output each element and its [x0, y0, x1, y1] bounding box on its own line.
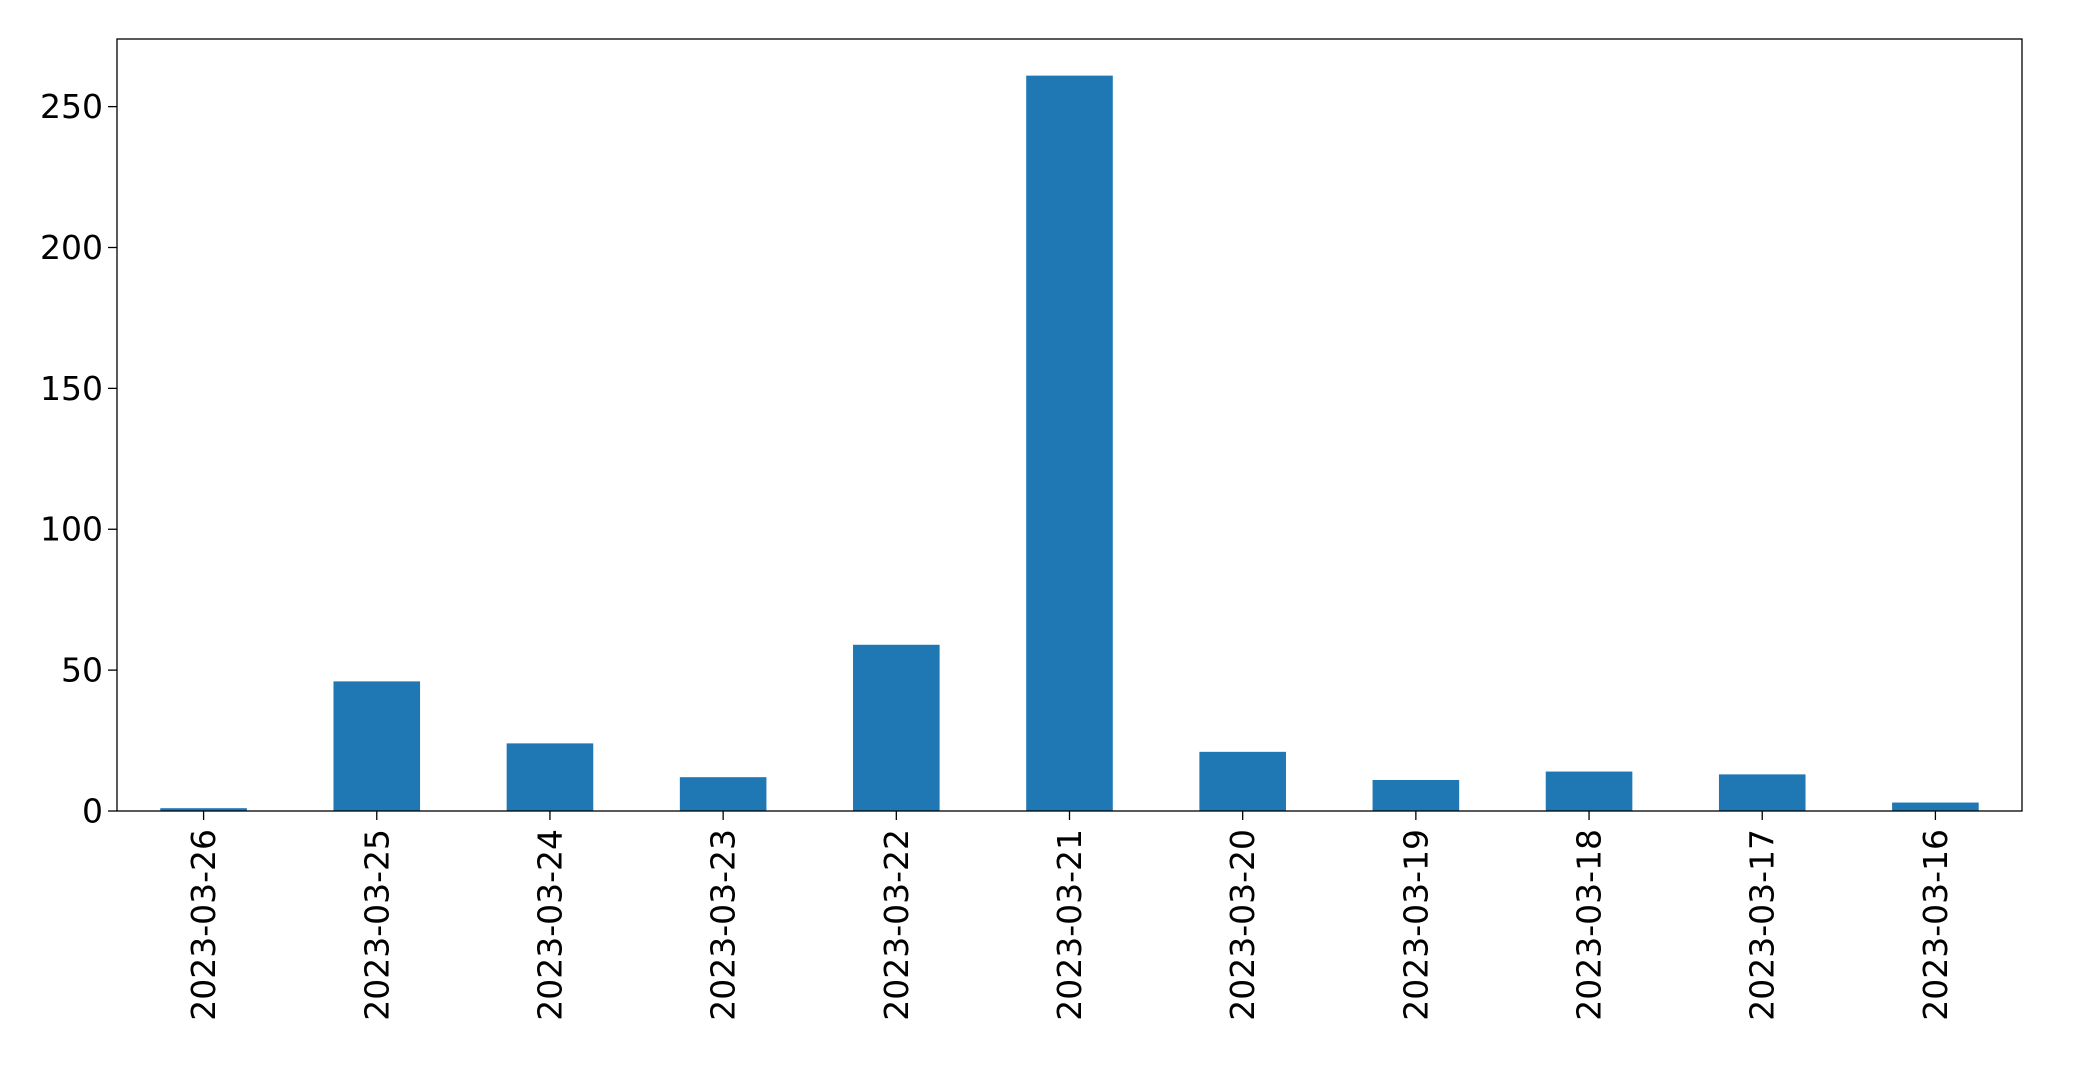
y-tick-label: 200 — [40, 228, 103, 267]
bar-2023-03-21 — [1026, 75, 1113, 811]
x-tick-label: 2023-03-20 — [1223, 829, 1262, 1021]
bar-2023-03-19 — [1372, 780, 1460, 811]
x-tick-label: 2023-03-19 — [1396, 829, 1435, 1021]
x-tick-label: 2023-03-18 — [1570, 829, 1609, 1021]
bar-2023-03-16 — [1892, 802, 1979, 811]
bar-2023-03-25 — [333, 681, 421, 811]
y-tick-label: 100 — [40, 510, 103, 549]
bar-2023-03-26 — [160, 808, 247, 811]
y-axis: 0 50 100 150 200 250 — [40, 87, 117, 831]
x-tick-label: 2023-03-22 — [877, 829, 916, 1021]
bar-2023-03-23 — [679, 777, 767, 811]
x-tick-label: 2023-03-21 — [1050, 829, 1089, 1021]
bar-2023-03-17 — [1718, 774, 1806, 811]
bar-2023-03-20 — [1199, 751, 1286, 811]
x-tick-label: 2023-03-23 — [704, 829, 743, 1021]
y-tick-label: 0 — [82, 792, 103, 831]
y-tick-label: 150 — [40, 369, 103, 408]
bar-2023-03-24 — [506, 743, 594, 811]
y-tick-label: 250 — [40, 87, 103, 126]
plot-frame — [116, 38, 2023, 812]
x-axis: 2023-03-26 2023-03-25 2023-03-24 2023-03-23… — [184, 811, 1955, 1021]
bar-2023-03-22 — [853, 644, 940, 811]
bar-2023-03-18 — [1545, 771, 1633, 811]
y-tick-label: 50 — [61, 651, 103, 690]
x-tick-label: 2023-03-16 — [1916, 829, 1955, 1021]
x-tick-label: 2023-03-17 — [1743, 829, 1782, 1021]
x-tick-label: 2023-03-26 — [184, 829, 223, 1021]
x-tick-label: 2023-03-24 — [530, 829, 569, 1021]
x-tick-label: 2023-03-25 — [357, 829, 396, 1021]
bars-group — [160, 75, 1979, 811]
